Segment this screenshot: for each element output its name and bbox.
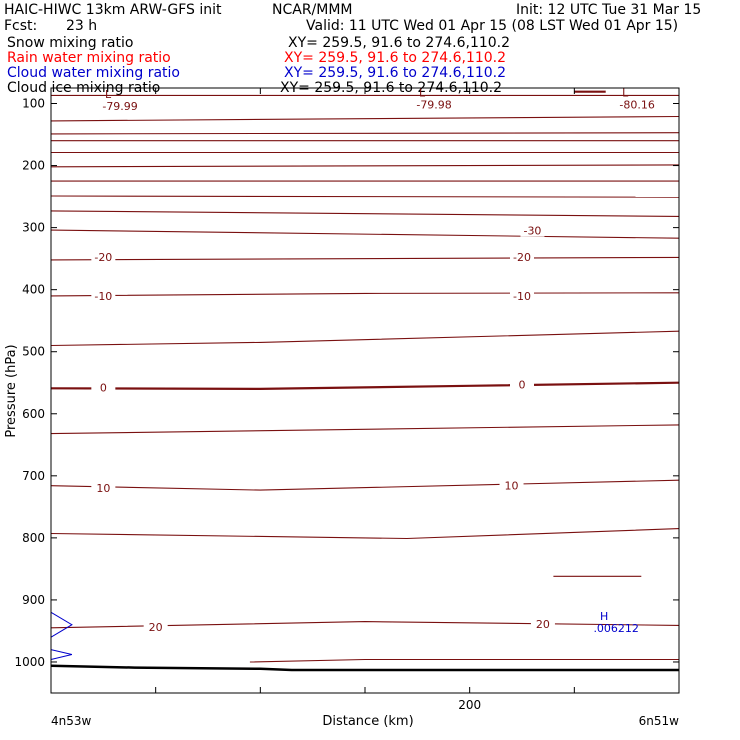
isotherm-line-5 xyxy=(50,164,680,168)
fcst-value: 23 h xyxy=(66,18,98,34)
isotherm-label-7: 10 xyxy=(96,482,110,495)
cloud-water-contour-0 xyxy=(50,611,73,638)
extremum-value-3: .006212 xyxy=(593,622,639,635)
isotherm-label-bg-4 xyxy=(510,289,534,302)
y-tick-label-100: 100 xyxy=(22,97,45,111)
isotherm-label-bg-6 xyxy=(510,378,534,391)
init-time: Init: 12 UTC Tue 31 Mar 15 xyxy=(516,2,702,18)
isotherm-label-bg-1 xyxy=(91,250,116,263)
y-tick-label-900: 900 xyxy=(22,593,45,607)
isotherm-label-10: 20 xyxy=(536,618,550,631)
extrema-markers: L-79.99L-79.98L-80.16H.006212 xyxy=(102,86,655,635)
field-cloudwater-name: Cloud water mixing ratio xyxy=(7,65,180,81)
x-right-endpoint: 6n51w xyxy=(639,714,680,728)
isotherm-line-10 xyxy=(50,256,680,261)
extremum-value-2: -80.16 xyxy=(619,98,654,111)
extremum-mark-2: L xyxy=(622,86,629,99)
isotherm-line-14 xyxy=(50,424,680,435)
extremum-value-0: -79.99 xyxy=(102,100,137,113)
isotherm-label-4: -10 xyxy=(513,290,531,303)
y-tick-label-400: 400 xyxy=(22,283,45,297)
y-tick-label-500: 500 xyxy=(22,345,45,359)
isotherm-line-13 xyxy=(50,381,680,391)
x-tick-label-200: 200 xyxy=(458,698,481,712)
terrain-layer xyxy=(50,664,679,672)
cloud-water-layer xyxy=(50,611,73,660)
y-tick-label-800: 800 xyxy=(22,531,45,545)
isotherm-label-9: 20 xyxy=(149,621,163,634)
isotherm-label-3: -10 xyxy=(94,290,112,303)
model-title: HAIC-HIWC 13km ARW-GFS init xyxy=(4,2,222,18)
isotherm-line-9 xyxy=(50,229,680,239)
isotherm-label-5: 0 xyxy=(100,382,107,395)
isotherm-line-12 xyxy=(50,330,680,347)
cloud-water-contour-1 xyxy=(50,649,73,660)
y-axis-title: Pressure (hPa) xyxy=(4,344,19,437)
isotherm-line-16 xyxy=(50,528,680,540)
y-tick-label-600: 600 xyxy=(22,407,45,421)
isotherm-line-1 xyxy=(50,115,680,122)
isotherm-label-bg-3 xyxy=(91,289,116,302)
isotherm-label-8: 10 xyxy=(505,480,519,493)
terrain-line xyxy=(50,664,679,672)
field-cloudwater-xy: XY= 259.5, 91.6 to 274.6,110.2 xyxy=(284,65,507,81)
field-rain-name: Rain water mixing ratio xyxy=(7,50,171,66)
isotherm-label-bg-7 xyxy=(91,482,116,495)
isotherm-line-15 xyxy=(50,479,680,491)
isotherm-label-bg-2 xyxy=(510,250,534,263)
isotherm-label-bg-9 xyxy=(143,621,168,634)
field-snow-name: Snow mixing ratio xyxy=(7,35,134,51)
y-tick-label-200: 200 xyxy=(22,159,45,173)
field-rain-xy: XY= 259.5, 91.6 to 274.6,110.2 xyxy=(284,50,507,66)
extremum-mark-3: H xyxy=(600,610,608,623)
plot-frame xyxy=(50,87,680,694)
isotherm-line-8 xyxy=(50,210,680,217)
x-left-endpoint: 4n53w xyxy=(51,714,92,728)
extremum-mark-1: L xyxy=(419,86,426,99)
extremum-mark-0: L xyxy=(105,88,112,101)
field-snow-xy: XY= 259.5, 91.6 to 274.6,110.2 xyxy=(288,35,511,51)
isotherm-line-2 xyxy=(50,132,680,135)
isotherm-label-2: -20 xyxy=(513,251,531,264)
org-label: NCAR/MMM xyxy=(272,2,353,18)
isotherm-label-0: -30 xyxy=(523,225,541,238)
valid-time: Valid: 11 UTC Wed 01 Apr 15 (08 LST Wed … xyxy=(306,18,679,34)
isotherm-line-18 xyxy=(249,658,679,663)
y-tick-label-300: 300 xyxy=(22,221,45,235)
isotherm-label-1: -20 xyxy=(94,251,112,264)
x-axis-title: Distance (km) xyxy=(322,714,413,729)
y-tick-label-700: 700 xyxy=(22,469,45,483)
isotherm-label-bg-10 xyxy=(530,618,555,631)
isotherm-label-bg-0 xyxy=(520,224,545,237)
isotherm-line-11 xyxy=(50,292,680,297)
isotherm-label-bg-8 xyxy=(499,479,524,492)
fcst-label: Fcst: xyxy=(4,18,38,34)
isotherm-line-7 xyxy=(50,195,680,198)
isotherm-label-bg-5 xyxy=(91,381,116,394)
y-tick-label-1000: 1000 xyxy=(14,655,45,669)
extremum-value-1: -79.98 xyxy=(416,98,451,111)
isotherm-layer xyxy=(50,90,680,663)
isotherm-labels: -30 -20 -20 -10 -10 0 0 10 10 20 20 xyxy=(91,224,555,634)
isotherm-label-6: 0 xyxy=(519,379,526,392)
